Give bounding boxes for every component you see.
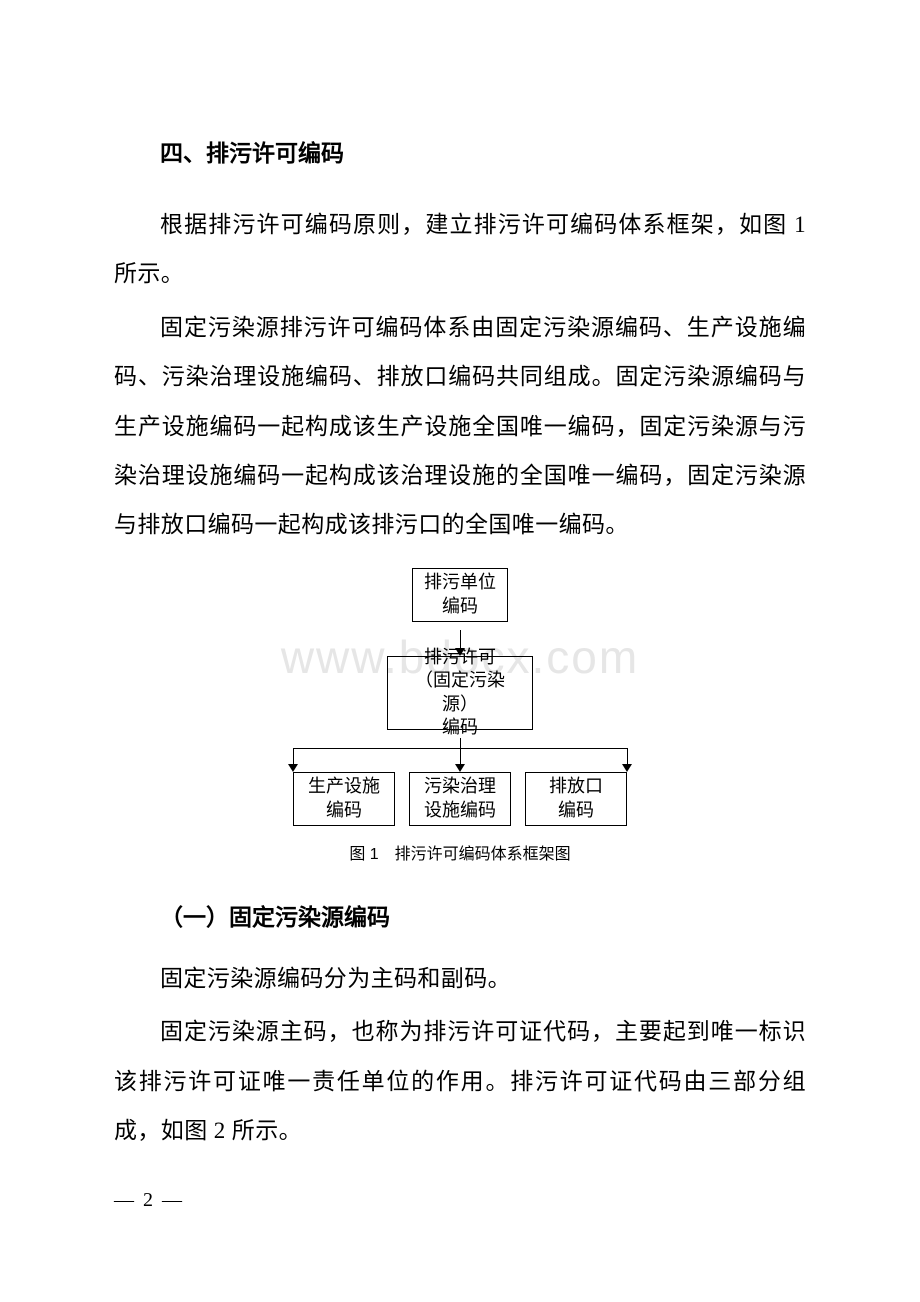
page-number: — 2 — [114,1189,184,1212]
document-page: 四、排污许可编码 根据排污许可编码原则，建立排污许可编码体系框架，如图 1所示。… [0,0,920,1156]
subsection-heading-1: （一）固定污染源编码 [114,898,806,932]
paragraph: 固定污染源主码，也称为排污许可证代码，主要起到唯一标识该排污许可证唯一责任单位的… [114,1007,806,1155]
node-bottom-2: 污染治理设施编码 [409,772,511,826]
figure-1: www.bdocx.com 排污单位编码 排污许可（固定污染源）编码 生产设施编… [114,568,806,890]
node-middle: 排污许可（固定污染源）编码 [387,656,533,730]
paragraph: 根据排污许可编码原则，建立排污许可编码体系框架，如图 1所示。 [114,200,806,299]
node-bottom-3: 排放口编码 [525,772,627,826]
paragraph: 固定污染源排污许可编码体系由固定污染源编码、生产设施编码、污染治理设施编码、排放… [114,303,806,550]
figure-caption: 图 1 排污许可编码体系框架图 [114,840,806,864]
node-top: 排污单位编码 [412,568,508,622]
branch-connector [293,738,627,772]
section-heading-4: 四、排污许可编码 [114,135,806,172]
tree-diagram: 排污单位编码 排污许可（固定污染源）编码 生产设施编码 污染治理设施编码 排放口… [293,568,627,826]
node-bottom-1: 生产设施编码 [293,772,395,826]
paragraph: 固定污染源编码分为主码和副码。 [114,954,806,1003]
